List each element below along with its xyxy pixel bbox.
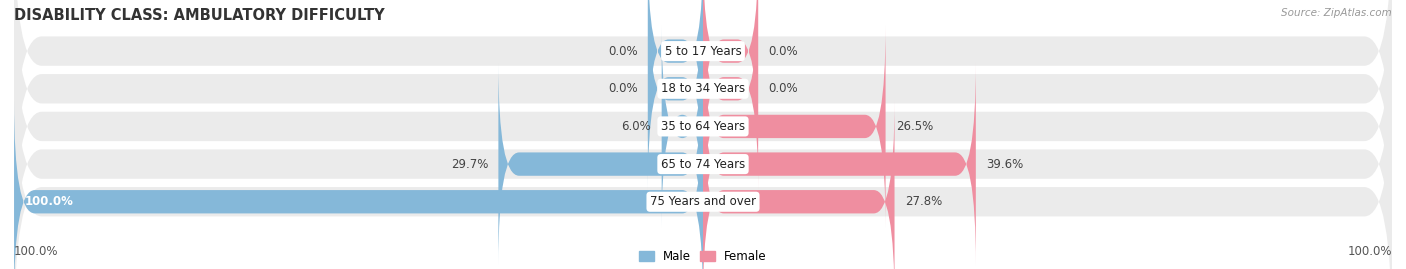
Text: 27.8%: 27.8% — [905, 195, 942, 208]
FancyBboxPatch shape — [703, 100, 894, 269]
Text: 18 to 34 Years: 18 to 34 Years — [661, 82, 745, 95]
Text: 6.0%: 6.0% — [621, 120, 651, 133]
Text: 0.0%: 0.0% — [769, 82, 799, 95]
Text: 100.0%: 100.0% — [24, 195, 73, 208]
Text: DISABILITY CLASS: AMBULATORY DIFFICULTY: DISABILITY CLASS: AMBULATORY DIFFICULTY — [14, 8, 385, 23]
FancyBboxPatch shape — [662, 25, 703, 228]
Text: 39.6%: 39.6% — [986, 158, 1024, 171]
Text: 100.0%: 100.0% — [14, 245, 59, 258]
FancyBboxPatch shape — [14, 66, 1392, 269]
Text: 0.0%: 0.0% — [769, 45, 799, 58]
Text: Source: ZipAtlas.com: Source: ZipAtlas.com — [1281, 8, 1392, 18]
FancyBboxPatch shape — [14, 0, 1392, 262]
Text: 0.0%: 0.0% — [607, 82, 637, 95]
FancyBboxPatch shape — [14, 0, 1392, 187]
Text: 75 Years and over: 75 Years and over — [650, 195, 756, 208]
FancyBboxPatch shape — [703, 25, 886, 228]
FancyBboxPatch shape — [14, 0, 1392, 225]
FancyBboxPatch shape — [648, 0, 703, 190]
Legend: Male, Female: Male, Female — [640, 250, 766, 263]
FancyBboxPatch shape — [648, 0, 703, 153]
Text: 29.7%: 29.7% — [451, 158, 488, 171]
Text: 5 to 17 Years: 5 to 17 Years — [665, 45, 741, 58]
Text: 65 to 74 Years: 65 to 74 Years — [661, 158, 745, 171]
FancyBboxPatch shape — [703, 63, 976, 266]
FancyBboxPatch shape — [14, 28, 1392, 269]
Text: 26.5%: 26.5% — [896, 120, 934, 133]
Text: 35 to 64 Years: 35 to 64 Years — [661, 120, 745, 133]
FancyBboxPatch shape — [703, 0, 758, 153]
FancyBboxPatch shape — [498, 63, 703, 266]
Text: 100.0%: 100.0% — [1347, 245, 1392, 258]
Text: 0.0%: 0.0% — [607, 45, 637, 58]
FancyBboxPatch shape — [14, 100, 703, 269]
FancyBboxPatch shape — [703, 0, 758, 190]
